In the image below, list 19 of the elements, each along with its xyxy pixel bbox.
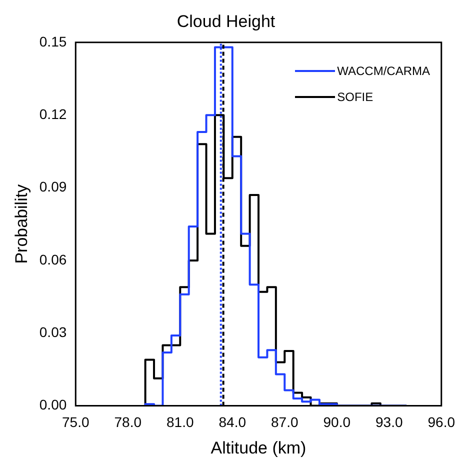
legend-label: SOFIE xyxy=(337,89,374,106)
chart-title: Cloud Height xyxy=(176,12,276,31)
y-axis-title: Probability xyxy=(12,184,31,264)
x-tick-label: 87.0 xyxy=(271,414,298,430)
x-tick-label: 84.0 xyxy=(218,414,246,430)
y-tick-label: 0.09 xyxy=(39,178,67,195)
x-tick-label: 81.0 xyxy=(166,414,194,430)
y-tick-label: 0.03 xyxy=(39,324,67,340)
x-tick-label: 96.0 xyxy=(428,414,456,430)
y-tick-label: 0.00 xyxy=(39,396,67,413)
y-tick-label: 0.15 xyxy=(39,33,67,50)
x-tick-label: 75.0 xyxy=(62,414,90,430)
y-tick-label: 0.06 xyxy=(39,251,67,268)
x-tick-label: 93.0 xyxy=(376,414,403,430)
x-axis-title: Altitude (km) xyxy=(210,438,306,458)
y-tick-label: 0.12 xyxy=(39,106,67,122)
x-tick-label: 90.0 xyxy=(323,414,351,430)
legend-label: WACCM/CARMA xyxy=(337,63,430,80)
x-tick-label: 78.0 xyxy=(114,414,142,430)
